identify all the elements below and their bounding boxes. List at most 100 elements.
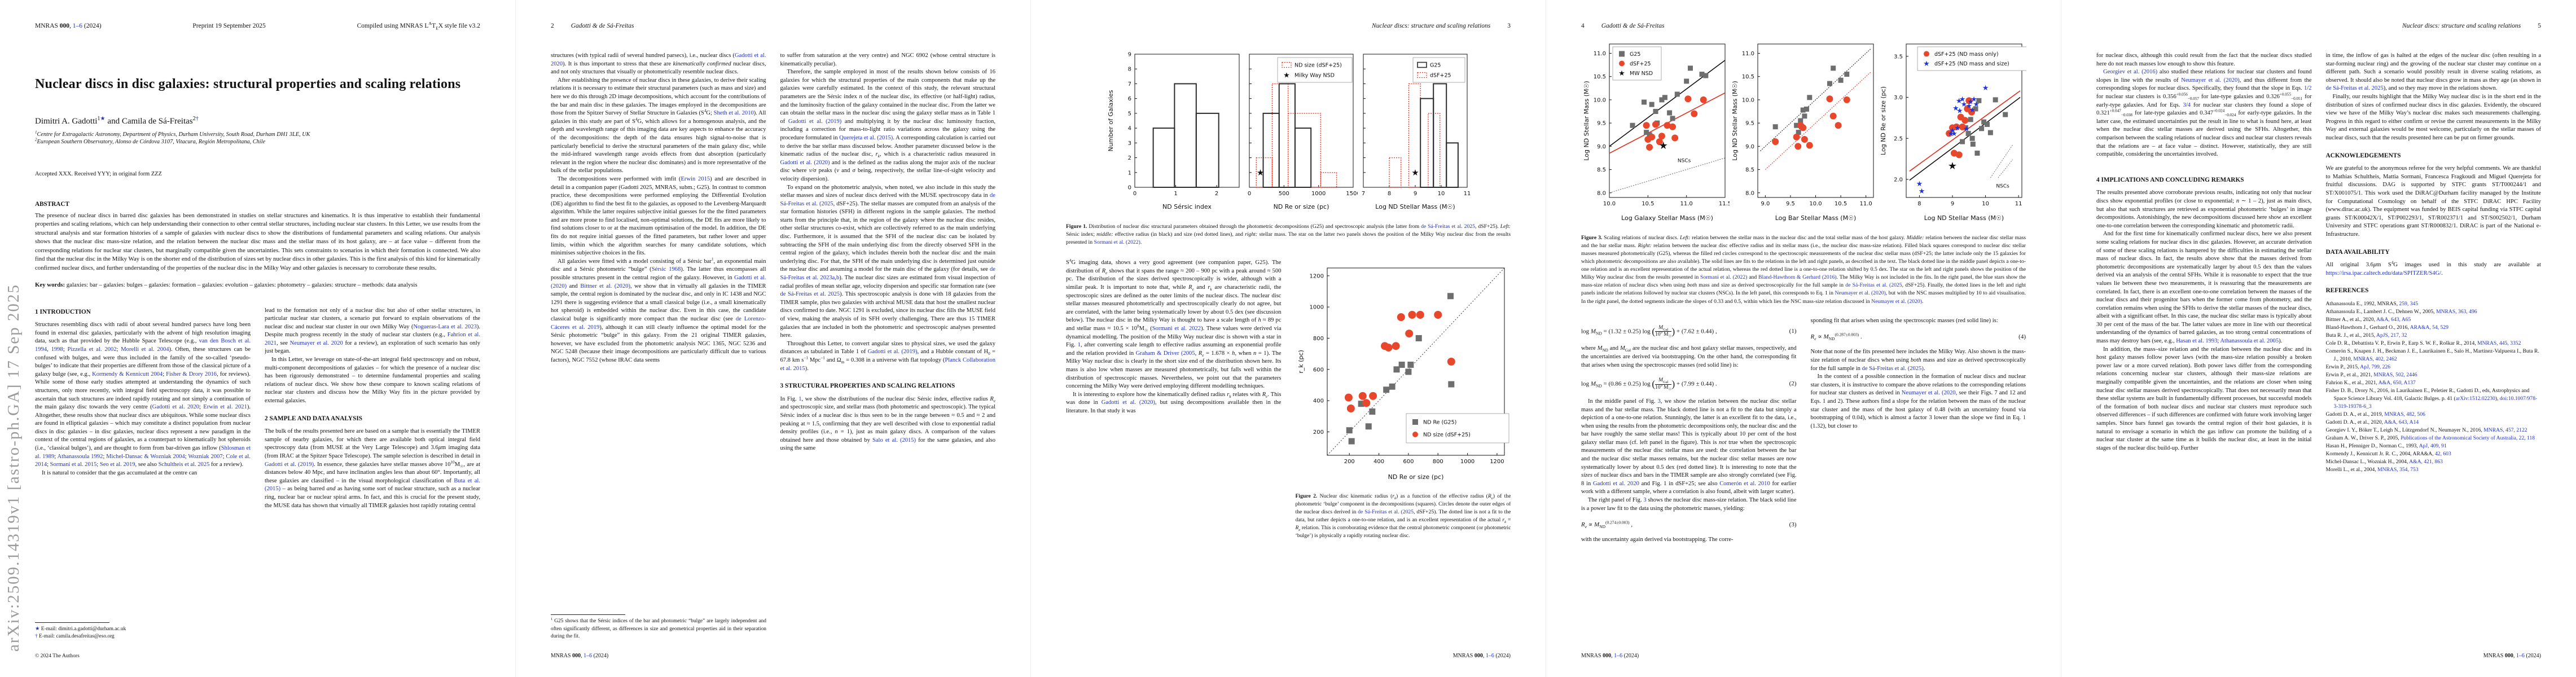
page-2: 2 Gadotti & de Sá-Freitas structures (wit… xyxy=(515,0,1030,677)
reference-item: Morelli L., et al., 2004, MNRAS, 354, 75… xyxy=(2325,467,2419,473)
references-heading: REFERENCES xyxy=(2325,287,2369,294)
svg-text:10: 10 xyxy=(1982,201,1989,207)
column-left: structures (with typical radii of severa… xyxy=(551,52,766,453)
svg-text:★: ★ xyxy=(1949,126,1956,135)
reference-item: Gadotti D. A., et al., 2020, A&A, 643, A… xyxy=(2325,419,2419,426)
svg-text:★: ★ xyxy=(1951,130,1958,138)
svg-text:NSCs: NSCs xyxy=(1677,158,1691,164)
running-header: MNRAS 000, 1–6 (2024) Preprint 19 Septem… xyxy=(35,21,480,31)
svg-text:★: ★ xyxy=(1256,168,1263,178)
svg-text:10: 10 xyxy=(1437,191,1445,197)
paragraph: Finally, our results highlight that the … xyxy=(2325,93,2542,141)
svg-text:11.0: 11.0 xyxy=(1741,51,1754,57)
affiliation-2: 2European Southern Observatory, Alonso d… xyxy=(35,137,266,145)
page-1: arXiv:2509.14319v1 [astro-ph.GA] 17 Sep … xyxy=(0,0,515,677)
journal-ref: MNRAS 000, 1–6 (2024) xyxy=(35,23,102,29)
svg-text:★: ★ xyxy=(1956,107,1963,115)
column-right: 200 400 600 800 1000 1200 200 400 600 800 1000 1200… xyxy=(1296,259,1511,540)
svg-text:7: 7 xyxy=(1361,191,1364,197)
paragraph: In this Letter, we leverage on state-of-… xyxy=(265,357,480,405)
column-right: sponding fit that arises when using the … xyxy=(1811,317,2026,544)
svg-text:9.0: 9.0 xyxy=(1597,144,1606,150)
svg-text:800: 800 xyxy=(1313,336,1323,342)
svg-text:2: 2 xyxy=(1214,191,1218,197)
paragraph: where MND and MGal are the nuclear disc … xyxy=(1581,345,1797,368)
page-footer: MNRAS 000, 1–6 (2024) xyxy=(551,653,609,659)
copyright: © 2024 The Authors xyxy=(35,653,80,659)
fig1-panel-sersic-index: 0 1 2 0 1 2 3 4 5 6 7 8 9 ND Sérsic index Number of Ga… xyxy=(1105,49,1244,216)
svg-text:★: ★ xyxy=(1963,125,1969,133)
footnote-rule xyxy=(35,622,109,623)
footnote-email-2: † E-mail: camila.desafreitas@eso.org xyxy=(35,634,115,640)
svg-text:★: ★ xyxy=(1947,130,1954,138)
paragraph: In addition, the mass–size relation and … xyxy=(2096,346,2312,451)
svg-text:9: 9 xyxy=(1127,52,1131,58)
paragraph: lead to the formation not only of a nucl… xyxy=(265,307,480,355)
author-line: Dimitri A. Gadotti1★ and Camila de Sá-Fr… xyxy=(35,116,199,126)
reference-item: Kormendy J., Kennicutt Jr. R. C., 2004, … xyxy=(2325,451,2451,458)
svg-text:800: 800 xyxy=(1432,459,1443,465)
paragraph: Therefore, the sample employed in most o… xyxy=(780,69,996,182)
svg-text:200: 200 xyxy=(1313,429,1323,436)
paragraph: with the uncertainty again derived via b… xyxy=(1581,537,1734,543)
equation-number: (3) xyxy=(1789,521,1797,529)
svg-text:7: 7 xyxy=(1127,81,1131,87)
svg-text:dSF+25: dSF+25 xyxy=(1630,61,1651,67)
figure-3-caption: Figure 3. Scaling relations of nuclear d… xyxy=(1581,235,2026,305)
svg-text:3.5: 3.5 xyxy=(1894,54,1903,60)
svg-text:8: 8 xyxy=(1917,201,1921,207)
svg-text:0: 0 xyxy=(1247,191,1250,197)
column-left: for nuclear discs, although this could r… xyxy=(2096,52,2312,474)
section-heading-4: 4 IMPLICATIONS AND CONCLUDING REMARKS xyxy=(2096,176,2244,183)
paragraph: It is natural to consider that the gas a… xyxy=(42,469,198,476)
svg-text:8.0: 8.0 xyxy=(1745,190,1754,196)
paragraph: All galaxies were fitted with a model co… xyxy=(551,257,766,363)
page-title: Nuclear discs in disc galaxies: structur… xyxy=(35,77,461,91)
svg-text:Log ND Stellar Mass (M☉): Log ND Stellar Mass (M☉) xyxy=(1924,214,2003,222)
reference-item: Michel-Dansac L., Wozniak H., 2004, A&A,… xyxy=(2325,459,2443,465)
svg-text:3: 3 xyxy=(1127,140,1131,147)
figure-2-caption: Figure 2. Nuclear disc kinematic radius … xyxy=(1295,493,1511,539)
svg-text:8.5: 8.5 xyxy=(1745,167,1754,173)
svg-text:dSF+25 (ND mass and size): dSF+25 (ND mass and size) xyxy=(1934,61,2009,67)
svg-text:Log ND Re or size (pc): Log ND Re or size (pc) xyxy=(1880,86,1887,155)
svg-text:9.0: 9.0 xyxy=(1745,144,1754,150)
svg-text:500: 500 xyxy=(1278,191,1289,197)
svg-text:NSCs: NSCs xyxy=(1996,184,2009,190)
svg-text:3.0: 3.0 xyxy=(1894,95,1903,101)
footnote-rule xyxy=(551,614,625,616)
fig2-scatter: 200 400 600 800 1000 1200 200 400 600 800 1000 1200… xyxy=(1296,262,1511,487)
svg-text:1200: 1200 xyxy=(1490,459,1504,465)
reference-item: Bland-Hawthorn J., Gerhard O., 2016, ARA… xyxy=(2325,324,2448,331)
paragraph: In the context of a possible connection … xyxy=(1810,373,2026,429)
svg-text:10.0: 10.0 xyxy=(1593,97,1605,103)
svg-text:10.5: 10.5 xyxy=(1593,74,1605,80)
svg-text:9: 9 xyxy=(1413,191,1416,197)
svg-text:1000: 1000 xyxy=(1311,191,1325,197)
svg-text:MW NSD: MW NSD xyxy=(1630,71,1653,77)
svg-text:11: 11 xyxy=(2015,201,2022,207)
data-availability-heading: DATA AVAILABILITY xyxy=(2325,248,2390,256)
running-header: Nuclear discs: structure and scaling rel… xyxy=(2096,23,2541,29)
svg-text:6: 6 xyxy=(1127,96,1131,102)
paragraph: In the middle panel of Fig. 3, we show t… xyxy=(1581,398,1797,495)
svg-text:2.5: 2.5 xyxy=(1894,136,1903,142)
svg-text:ND Re (G25): ND Re (G25) xyxy=(1423,420,1456,426)
compiled-note: Compiled using MNRAS LATEX style file v3… xyxy=(357,21,480,31)
reference-item: Athanassoula E., Lambert J. C., Dehnen W… xyxy=(2325,309,2477,315)
reference-list: Athanassoula E., 1992, MNRAS, 259, 345 A… xyxy=(2326,300,2542,474)
svg-text:★: ★ xyxy=(1411,168,1419,178)
svg-text:10.5: 10.5 xyxy=(1642,201,1654,207)
svg-text:Log ND Stellar Mass (M☉): Log ND Stellar Mass (M☉) xyxy=(1731,81,1739,160)
svg-text:★: ★ xyxy=(1965,102,1972,111)
figure-1: 0 1 2 0 1 2 3 4 5 6 7 8 9 ND Sérsic index Number of Ga… xyxy=(1066,49,1511,216)
paragraph: The decompositions were performed with i… xyxy=(551,175,766,257)
fig3-panel-galaxy-mass: 10.0 10.5 11.0 11.5 8.0 8.5 9.0 9.5 10.0 10.5 11.0… xyxy=(1581,38,1731,227)
running-header: 2 Gadotti & de Sá-Freitas xyxy=(551,23,995,29)
equation-2: log MND = (0.86 ± 0.25) log (MGal 109 M☉)… xyxy=(1581,377,1797,391)
svg-text:11: 11 xyxy=(1463,191,1471,197)
column-right: to suffer from saturation at the very ce… xyxy=(780,52,996,453)
column-right: in time, the inflow of gas is halted at … xyxy=(2326,52,2542,474)
svg-text:G25: G25 xyxy=(1430,63,1441,69)
svg-text:600: 600 xyxy=(1313,367,1323,373)
